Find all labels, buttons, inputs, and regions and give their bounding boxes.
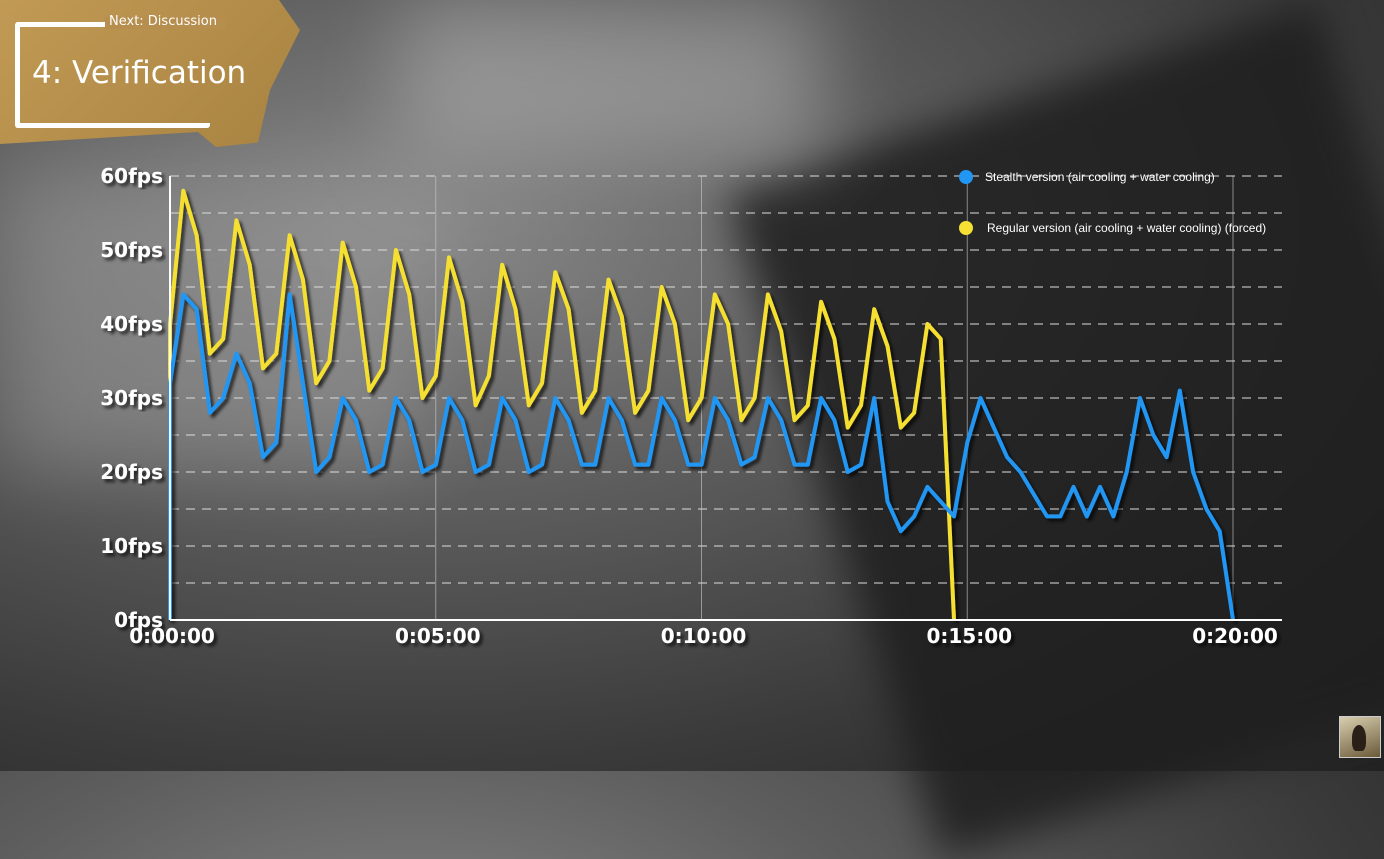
series-lines: [168, 188, 1235, 621]
axes: 0fps 10fps 20fps 30fps 40fps 50fps 60fps 0:00:0…: [100, 164, 1282, 648]
background-photo-light: [0, 170, 420, 470]
legend-marker-0: [959, 170, 973, 184]
next-section-label: Next: Discussion: [109, 14, 217, 29]
y-tick-label: 50fps: [100, 238, 163, 262]
background-photo-light-top: [400, 0, 820, 160]
x-tick-label: 0:15:00: [926, 624, 1012, 648]
y-tick-label: 10fps: [100, 534, 163, 558]
series-line-0: [168, 292, 1235, 621]
series-line-1: [168, 188, 956, 621]
x-tick-label: 0:05:00: [395, 624, 481, 648]
x-tick-label: 0:00:00: [129, 624, 215, 648]
bird-icon: [1352, 725, 1366, 751]
y-tick-label: 0fps: [114, 608, 163, 632]
y-tick-label: 60fps: [100, 164, 163, 188]
channel-avatar[interactable]: [1339, 716, 1381, 758]
y-tick-label: 20fps: [100, 460, 163, 484]
y-tick-label: 30fps: [100, 386, 163, 410]
y-tick-label: 40fps: [100, 312, 163, 336]
section-title: 4: Verification: [32, 55, 247, 91]
grid: [170, 175, 1282, 620]
x-tick-label: 0:10:00: [661, 624, 747, 648]
frame-gap: [105, 17, 225, 29]
legend-label-0: Stealth version (air cooling + water coo…: [985, 170, 1215, 184]
x-tick-label: 0:20:00: [1192, 624, 1278, 648]
legend: Stealth version (air cooling + water coo…: [959, 170, 1266, 235]
legend-label-1: Regular version (air cooling + water coo…: [987, 221, 1266, 235]
fps-chart: 0fps 10fps 20fps 30fps 40fps 50fps 60fps 0:00:0…: [100, 164, 1282, 648]
legend-marker-1: [959, 221, 973, 235]
